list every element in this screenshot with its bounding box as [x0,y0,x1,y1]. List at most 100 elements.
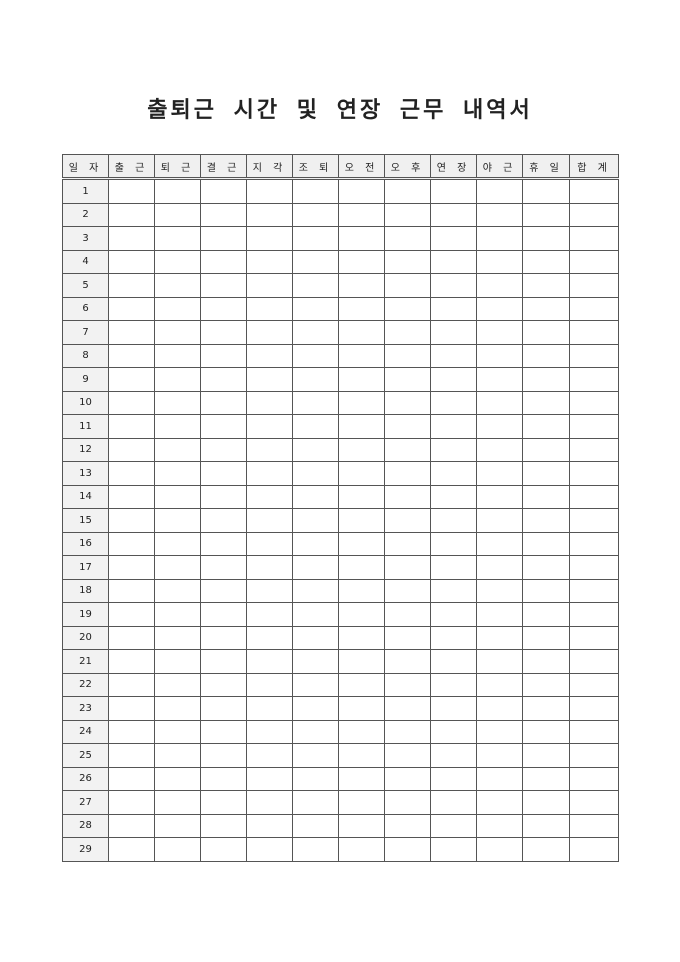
entry-cell[interactable] [292,343,339,368]
entry-cell[interactable] [522,625,570,650]
entry-cell[interactable] [108,296,155,321]
entry-cell[interactable] [522,273,570,298]
entry-cell[interactable] [476,766,523,791]
entry-cell[interactable] [154,320,201,345]
entry-cell[interactable] [476,273,523,298]
entry-cell[interactable] [108,343,155,368]
entry-cell[interactable] [384,649,431,674]
entry-cell[interactable] [476,202,523,227]
entry-cell[interactable] [292,719,339,744]
entry-cell[interactable] [384,508,431,533]
entry-cell[interactable] [522,719,570,744]
entry-cell[interactable] [292,766,339,791]
entry-cell[interactable] [384,320,431,345]
entry-cell[interactable] [569,484,619,509]
entry-cell[interactable] [154,555,201,580]
entry-cell[interactable] [292,625,339,650]
entry-cell[interactable] [246,414,293,439]
entry-cell[interactable] [108,320,155,345]
entry-cell[interactable] [569,273,619,298]
entry-cell[interactable] [430,790,477,815]
entry-cell[interactable] [108,226,155,251]
entry-cell[interactable] [430,178,477,204]
entry-cell[interactable] [522,743,570,768]
entry-cell[interactable] [430,296,477,321]
entry-cell[interactable] [292,249,339,274]
entry-cell[interactable] [200,743,247,768]
entry-cell[interactable] [246,555,293,580]
entry-cell[interactable] [338,531,385,556]
entry-cell[interactable] [200,273,247,298]
entry-cell[interactable] [246,273,293,298]
entry-cell[interactable] [522,484,570,509]
entry-cell[interactable] [569,202,619,227]
entry-cell[interactable] [338,461,385,486]
entry-cell[interactable] [246,766,293,791]
entry-cell[interactable] [292,508,339,533]
entry-cell[interactable] [522,813,570,838]
entry-cell[interactable] [108,813,155,838]
entry-cell[interactable] [292,461,339,486]
entry-cell[interactable] [292,813,339,838]
entry-cell[interactable] [338,790,385,815]
entry-cell[interactable] [384,743,431,768]
entry-cell[interactable] [338,273,385,298]
entry-cell[interactable] [522,837,570,862]
entry-cell[interactable] [154,296,201,321]
entry-cell[interactable] [430,837,477,862]
entry-cell[interactable] [154,414,201,439]
entry-cell[interactable] [200,343,247,368]
entry-cell[interactable] [154,178,201,204]
entry-cell[interactable] [384,602,431,627]
entry-cell[interactable] [430,320,477,345]
entry-cell[interactable] [292,273,339,298]
entry-cell[interactable] [338,578,385,603]
entry-cell[interactable] [522,649,570,674]
entry-cell[interactable] [338,837,385,862]
entry-cell[interactable] [384,202,431,227]
entry-cell[interactable] [154,367,201,392]
entry-cell[interactable] [292,578,339,603]
entry-cell[interactable] [338,343,385,368]
entry-cell[interactable] [108,461,155,486]
entry-cell[interactable] [476,343,523,368]
entry-cell[interactable] [522,696,570,721]
entry-cell[interactable] [154,837,201,862]
entry-cell[interactable] [200,508,247,533]
entry-cell[interactable] [430,649,477,674]
entry-cell[interactable] [154,696,201,721]
entry-cell[interactable] [200,320,247,345]
entry-cell[interactable] [246,813,293,838]
entry-cell[interactable] [430,343,477,368]
entry-cell[interactable] [384,249,431,274]
entry-cell[interactable] [522,578,570,603]
entry-cell[interactable] [338,249,385,274]
entry-cell[interactable] [108,625,155,650]
entry-cell[interactable] [108,414,155,439]
entry-cell[interactable] [522,320,570,345]
entry-cell[interactable] [338,484,385,509]
entry-cell[interactable] [292,202,339,227]
entry-cell[interactable] [108,837,155,862]
entry-cell[interactable] [384,437,431,462]
entry-cell[interactable] [246,461,293,486]
entry-cell[interactable] [246,296,293,321]
entry-cell[interactable] [292,484,339,509]
entry-cell[interactable] [522,367,570,392]
entry-cell[interactable] [522,766,570,791]
entry-cell[interactable] [200,437,247,462]
entry-cell[interactable] [430,719,477,744]
entry-cell[interactable] [292,602,339,627]
entry-cell[interactable] [476,602,523,627]
entry-cell[interactable] [476,320,523,345]
entry-cell[interactable] [569,178,619,204]
entry-cell[interactable] [200,178,247,204]
entry-cell[interactable] [476,837,523,862]
entry-cell[interactable] [292,178,339,204]
entry-cell[interactable] [476,178,523,204]
entry-cell[interactable] [246,837,293,862]
entry-cell[interactable] [108,743,155,768]
entry-cell[interactable] [200,813,247,838]
entry-cell[interactable] [108,649,155,674]
entry-cell[interactable] [154,813,201,838]
